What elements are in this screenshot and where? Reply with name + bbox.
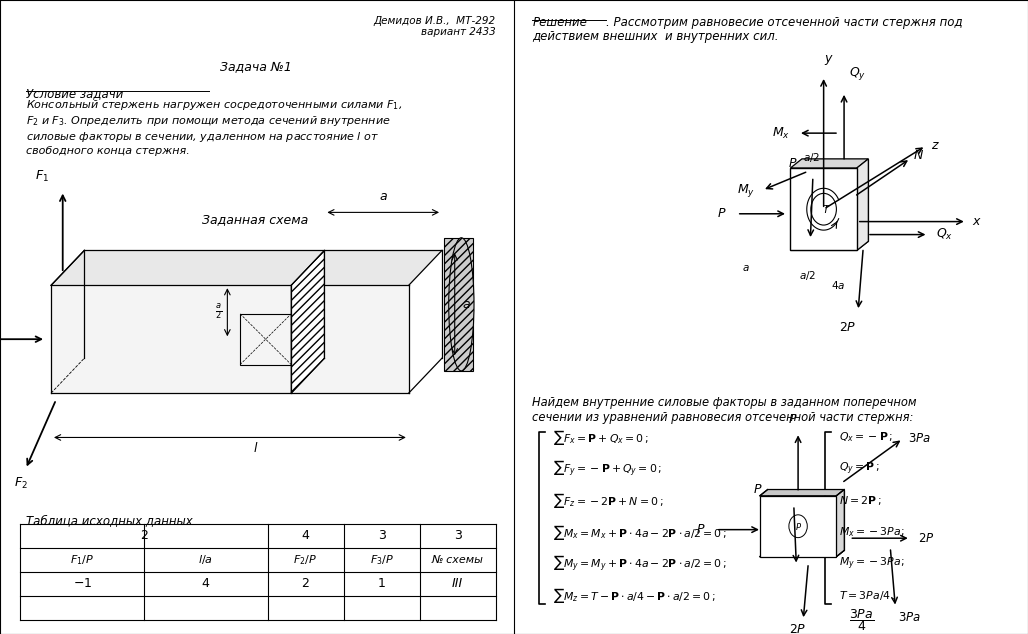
Text: $\mathbf{\mathit{F_3}}/P$: $\mathbf{\mathit{F_3}}/P$ [369, 553, 394, 567]
Polygon shape [791, 159, 869, 168]
Text: $\mathit{l/a}$: $\mathit{l/a}$ [198, 553, 213, 566]
Text: Задача №1: Задача №1 [220, 60, 291, 74]
Polygon shape [767, 508, 820, 551]
Text: действием внешних  и внутренних сил.: действием внешних и внутренних сил. [533, 30, 779, 44]
Text: $\mathit{T}$: $\mathit{T}$ [821, 204, 831, 215]
Text: $\sum F_x = \mathbf{P} + Q_x = 0\,;$: $\sum F_x = \mathbf{P} + Q_x = 0\,;$ [553, 428, 649, 447]
Text: $4a$: $4a$ [832, 279, 845, 291]
Polygon shape [791, 242, 869, 250]
Text: $\mathit{P}$: $\mathit{P}$ [718, 207, 727, 220]
Text: $T = 3Pa/4\,.$: $T = 3Pa/4\,.$ [839, 590, 895, 602]
Text: $z$: $z$ [931, 139, 940, 152]
Text: Решение: Решение [533, 16, 587, 29]
Text: Заданная схема: Заданная схема [203, 213, 308, 226]
Text: $2P$: $2P$ [918, 532, 934, 545]
Polygon shape [793, 183, 843, 245]
Text: Найдем внутренние силовые факторы в заданном поперечном
сечении из уравнений рав: Найдем внутренние силовые факторы в зада… [533, 396, 917, 424]
Text: $\mathit{P}$: $\mathit{P}$ [754, 482, 763, 496]
Polygon shape [837, 489, 844, 557]
Text: $\mathit{M_x}$: $\mathit{M_x}$ [772, 126, 791, 141]
Text: Таблица исходных данных: Таблица исходных данных [26, 514, 192, 527]
Text: № схемы: № схемы [432, 555, 483, 565]
Text: $y$: $y$ [823, 53, 834, 67]
Polygon shape [768, 489, 844, 550]
Text: $3Pa$: $3Pa$ [897, 611, 921, 624]
Text: $\mathit{Q_y}$: $\mathit{Q_y}$ [849, 65, 867, 82]
Text: $2P$: $2P$ [790, 623, 807, 634]
Text: $\mathbf{\mathit{F_2}}/P$: $\mathbf{\mathit{F_2}}/P$ [293, 553, 318, 567]
Text: $\frac{a}{2}$: $\frac{a}{2}$ [215, 302, 222, 322]
Polygon shape [291, 250, 325, 393]
Polygon shape [857, 159, 869, 250]
Text: $a/2$: $a/2$ [799, 269, 815, 283]
Text: $\sum M_y = M_y + \mathbf{P} \cdot 4a - 2\mathbf{P} \cdot a/2 = 0\,;$: $\sum M_y = M_y + \mathbf{P} \cdot 4a - … [553, 554, 727, 574]
Text: 2: 2 [140, 529, 148, 542]
Text: $\mathit{P}$: $\mathit{P}$ [696, 523, 705, 536]
Text: $a$: $a$ [463, 298, 471, 311]
Text: Консольный стержень нагружен сосредоточенными силами $\mathbf{\mathit{F_1}}$,
$\: Консольный стержень нагружен сосредоточе… [26, 98, 402, 156]
Text: $\dfrac{3Pa}{4}$: $\dfrac{3Pa}{4}$ [849, 607, 875, 633]
Polygon shape [793, 183, 843, 245]
Text: $\mathbf{\mathit{F_1}}$: $\mathbf{\mathit{F_1}}$ [35, 169, 49, 184]
Circle shape [788, 515, 807, 538]
Text: $M_y = -3Pa;$: $M_y = -3Pa;$ [839, 556, 905, 573]
Text: . Рассмотрим равновесие отсеченной части стержня под: . Рассмотрим равновесие отсеченной части… [607, 16, 963, 29]
Text: Условие задачи: Условие задачи [26, 87, 123, 101]
Text: $\mathbf{\mathit{F_2}}$: $\mathbf{\mathit{F_2}}$ [13, 476, 28, 491]
Text: $a$: $a$ [742, 263, 749, 273]
Polygon shape [791, 168, 857, 250]
Text: $l$: $l$ [253, 441, 258, 455]
Text: III: III [452, 578, 464, 590]
Polygon shape [820, 505, 824, 551]
Text: $\mathit{-1}$: $\mathit{-1}$ [73, 578, 91, 590]
Text: $\sum M_z = T - \mathbf{P} \cdot a/4 - \mathbf{P} \cdot a/2 = 0\,;$: $\sum M_z = T - \mathbf{P} \cdot a/4 - \… [553, 586, 715, 605]
Text: $3Pa$: $3Pa$ [908, 432, 931, 445]
Polygon shape [793, 178, 848, 183]
Polygon shape [760, 496, 837, 557]
Ellipse shape [448, 238, 474, 371]
Text: $\mathit{2P}$: $\mathit{2P}$ [839, 321, 856, 333]
Text: $\mathit{M_y}$: $\mathit{M_y}$ [737, 182, 755, 198]
Text: $a/2$: $a/2$ [803, 151, 820, 164]
Polygon shape [760, 550, 844, 557]
Polygon shape [444, 238, 473, 371]
Text: $N = 2\mathbf{P}\,;$: $N = 2\mathbf{P}\,;$ [839, 495, 881, 507]
Polygon shape [802, 159, 869, 242]
Text: $\sum F_y = -\mathbf{P} + Q_y = 0\,;$: $\sum F_y = -\mathbf{P} + Q_y = 0\,;$ [553, 459, 662, 479]
Polygon shape [843, 178, 848, 245]
Text: $\mathit{P}$: $\mathit{P}$ [788, 413, 798, 426]
Text: $\mathit{Q_x}$: $\mathit{Q_x}$ [937, 227, 953, 242]
Text: 4: 4 [301, 529, 309, 542]
Text: $a$: $a$ [378, 190, 388, 203]
Text: $\mathbf{\mathit{F_1}}/P$: $\mathbf{\mathit{F_1}}/P$ [70, 553, 95, 567]
Text: $\sum M_x = M_x + \mathbf{P} \cdot 4a - 2\mathbf{P} \cdot a/2 = 0\,;$: $\sum M_x = M_x + \mathbf{P} \cdot 4a - … [553, 523, 727, 542]
Text: $M_x = -3Pa;$: $M_x = -3Pa;$ [839, 526, 905, 540]
Polygon shape [760, 489, 844, 496]
Text: $\mathit{2}$: $\mathit{2}$ [301, 578, 309, 590]
Polygon shape [767, 505, 824, 508]
Text: $x$: $x$ [971, 215, 982, 228]
Text: $\sum F_z = -2\mathbf{P} + N = 0\,;$: $\sum F_z = -2\mathbf{P} + N = 0\,;$ [553, 491, 663, 510]
Polygon shape [51, 250, 442, 285]
Text: 3: 3 [453, 529, 462, 542]
Text: $\mathit{4}$: $\mathit{4}$ [201, 578, 211, 590]
Text: $P$: $P$ [795, 521, 802, 532]
Text: $Q_x = -\mathbf{P}\,;$: $Q_x = -\mathbf{P}\,;$ [839, 430, 893, 444]
Text: $\mathit{1}$: $\mathit{1}$ [377, 578, 386, 590]
Text: $Q_y = \mathbf{P}\,;$: $Q_y = \mathbf{P}\,;$ [839, 461, 880, 477]
Text: Демидов И.В.,  МТ-292
вариант 2433: Демидов И.В., МТ-292 вариант 2433 [373, 16, 495, 37]
Text: $\mathit{P}$: $\mathit{P}$ [787, 157, 798, 170]
Text: $\mathit{N}$: $\mathit{N}$ [913, 149, 924, 162]
Polygon shape [51, 285, 409, 393]
Text: 3: 3 [377, 529, 386, 542]
